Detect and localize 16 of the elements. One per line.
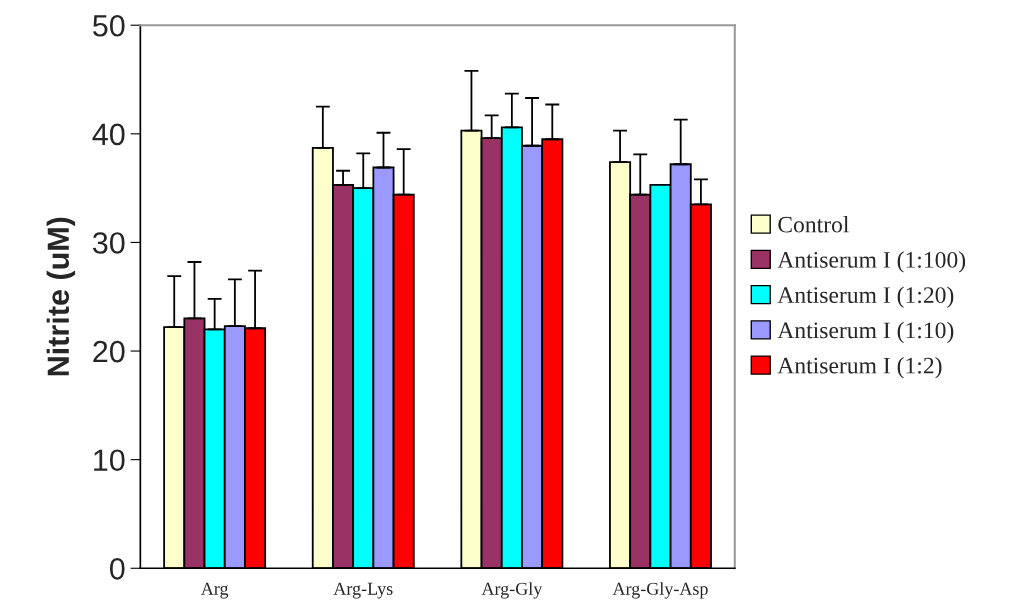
x-tick-label: Arg bbox=[200, 582, 229, 599]
y-tick-label: 50 bbox=[93, 14, 125, 37]
y-tick-label: 20 bbox=[93, 340, 125, 363]
x-tick-label: Arg-Lys bbox=[333, 582, 393, 599]
legend-label: Antiserum I (1:10) bbox=[777, 321, 954, 344]
x-tick-label: Arg-Gly bbox=[481, 582, 543, 599]
y-axis-title: Nitrite (uM) bbox=[46, 217, 76, 376]
y-tick-label: 30 bbox=[92, 232, 125, 254]
legend-label: Control bbox=[778, 215, 849, 233]
legend-label: Antiserum I (1:2) bbox=[777, 356, 942, 379]
y-tick-label: 10 bbox=[94, 449, 125, 472]
y-tick-label: 0 bbox=[109, 558, 125, 580]
x-tick-label: Arg-Gly-Asp bbox=[612, 582, 708, 599]
y-tick-label: 40 bbox=[92, 123, 125, 146]
legend-label: Antiserum I (1:100) bbox=[777, 251, 966, 273]
legend-label: Antiserum I (1:20) bbox=[777, 286, 954, 308]
